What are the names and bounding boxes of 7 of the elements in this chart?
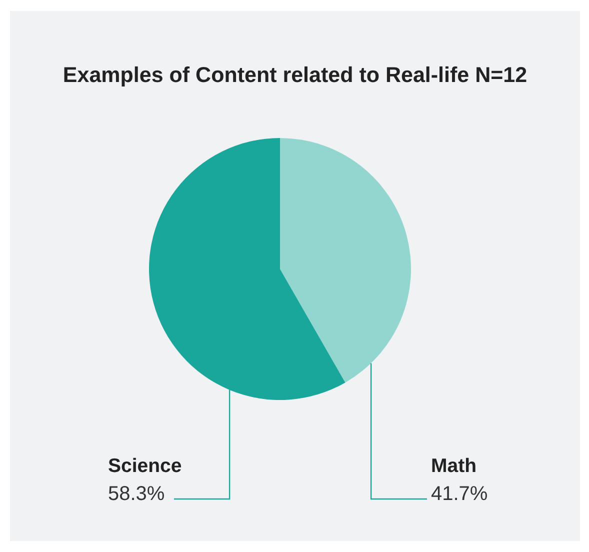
data-label: 58.3% <box>108 483 165 505</box>
slice-label: Math <box>431 455 476 477</box>
pie-slice <box>149 138 346 400</box>
chart-title: Examples of Content related to Real-life N=12 <box>62 63 528 87</box>
pie-slice <box>280 138 411 383</box>
data-label: 41.7% <box>431 483 488 505</box>
slice-label: Science <box>108 455 182 477</box>
